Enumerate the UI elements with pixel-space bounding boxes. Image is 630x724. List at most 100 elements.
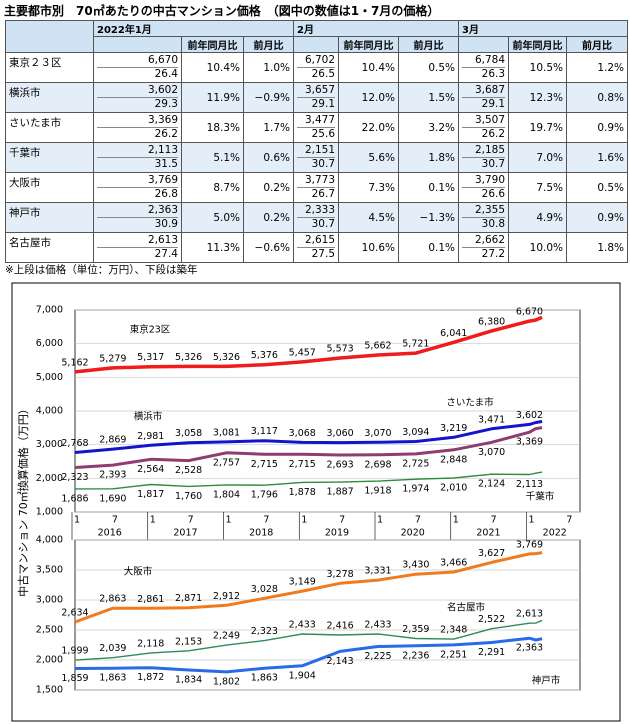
building-age: 26.3 (481, 68, 506, 80)
building-age: 26.5 (311, 68, 336, 80)
series-line (74, 551, 543, 624)
data-label: 3,219 (440, 423, 467, 434)
data-label: 5,317 (137, 352, 164, 363)
data-label: 2,039 (99, 643, 126, 654)
data-label: 1,887 (327, 487, 354, 498)
data-label: 2,433 (289, 620, 316, 631)
data-label: 1,690 (99, 493, 126, 504)
building-age: 30.7 (481, 158, 506, 170)
yoy-change: 12.3% (508, 82, 568, 113)
data-label: 2,416 (327, 621, 354, 632)
data-label: 2,124 (478, 479, 505, 490)
data-label: 1,796 (251, 490, 278, 501)
y-tick-label: 2,500 (36, 625, 63, 636)
building-age: 30.7 (311, 158, 336, 170)
mom-change: 0.9% (566, 202, 629, 233)
price: 3,507 (462, 114, 506, 128)
yoy-change: 4.5% (338, 202, 400, 233)
y-tick-label: 3,000 (36, 439, 63, 450)
city-name: 千葉市 (5, 142, 94, 173)
data-label: 1,859 (61, 673, 88, 684)
table-header: 2022年1月 2月 3月 前年同月比 前月比 前年同月比 前月比 前年同月比 前月比 (5, 20, 629, 53)
building-age: 27.5 (311, 248, 336, 260)
data-label: 3,331 (364, 566, 391, 577)
price: 3,369 (97, 114, 178, 128)
data-label: 1,863 (251, 673, 278, 684)
price-cell: 3,477 25.6 (293, 112, 340, 143)
price: 2,613 (97, 234, 178, 248)
data-label: 3,369 (516, 437, 543, 448)
data-label: 1,904 (289, 670, 316, 681)
x-tick-label: 7 (263, 515, 269, 526)
data-label: 2,433 (364, 620, 391, 631)
price-cell: 2,613 27.4 (93, 232, 182, 263)
y-axis-title: 中古マンション 70㎡換算価格（万円） (16, 403, 30, 597)
data-label: 2,564 (137, 464, 164, 475)
data-label: 2,871 (175, 593, 202, 604)
yoy-change: 8.7% (181, 172, 244, 203)
price: 3,773 (297, 174, 336, 188)
price: 2,333 (297, 204, 336, 218)
yoy-change: 7.3% (338, 172, 400, 203)
building-age: 29.1 (481, 98, 506, 110)
data-label: 5,457 (289, 347, 316, 358)
data-label: 2,757 (213, 457, 240, 468)
price-table: 2022年1月 2月 3月 前年同月比 前月比 前年同月比 前月比 前年同月比 前月比 東京２３… (5, 20, 629, 263)
mom-change: 0.2% (242, 172, 295, 203)
table-row: 神戸市 2,363 30.9 5.0% 0.2% 2,333 30.7 4.5% −1.3% 2,… (5, 202, 629, 233)
data-label: 2,863 (99, 594, 126, 605)
data-label: 1,760 (175, 491, 202, 502)
price: 6,670 (97, 54, 178, 68)
series-line (74, 636, 543, 674)
yoy-change: 12.0% (338, 82, 400, 113)
data-label: 3,602 (516, 410, 543, 421)
sub-header: 前月比 (398, 36, 460, 53)
year-label: 2022 (543, 528, 567, 539)
data-label: 3,081 (213, 427, 240, 438)
data-label: 6,670 (516, 307, 543, 318)
price: 3,790 (462, 174, 506, 188)
data-label: 5,162 (61, 357, 88, 368)
series-line (74, 619, 543, 661)
year-label: 2019 (325, 528, 349, 539)
city-name: さいたま市 (5, 112, 94, 143)
data-label: 3,769 (516, 539, 543, 550)
mom-change: 0.1% (398, 232, 460, 263)
yoy-change: 5.0% (181, 202, 244, 233)
price-cell: 2,113 31.5 (93, 142, 182, 173)
data-label: 3,149 (289, 577, 316, 588)
yoy-change: 19.7% (508, 112, 568, 143)
mom-change: −0.9% (242, 82, 295, 113)
header-cell (93, 36, 182, 53)
series-name: 名古屋市 (447, 602, 486, 614)
price: 2,662 (462, 234, 506, 248)
data-label: 2,323 (251, 626, 278, 637)
data-label: 1,974 (402, 484, 429, 495)
yoy-change: 10.0% (508, 232, 568, 263)
price-cell: 2,363 30.9 (93, 202, 182, 233)
y-tick-label: 6,000 (36, 338, 63, 349)
x-tick-label: 7 (112, 515, 118, 526)
data-label: 1,999 (61, 646, 88, 657)
year-label: 2018 (249, 528, 273, 539)
y-tick-label: 4,000 (36, 406, 63, 417)
data-label: 2,693 (327, 460, 354, 471)
data-label: 3,060 (327, 428, 354, 439)
price-cell: 3,773 26.7 (293, 172, 340, 203)
data-label: 3,627 (478, 548, 505, 559)
x-tick-label: 7 (566, 515, 572, 526)
series-name: 神戸市 (532, 675, 561, 687)
price: 3,687 (462, 84, 506, 98)
data-label: 1,918 (364, 486, 391, 497)
x-tick-label: 1 (453, 515, 459, 526)
table-note: ※上段は価格（単位：万円）、下段は築年 (5, 264, 198, 276)
price-cell: 2,662 27.2 (458, 232, 510, 263)
series-name: 横浜市 (134, 411, 163, 423)
city-name: 東京２３区 (5, 52, 94, 83)
data-label: 2,113 (516, 479, 543, 490)
building-age: 31.5 (154, 158, 178, 170)
price: 3,657 (297, 84, 336, 98)
data-label: 3,117 (251, 426, 278, 437)
mom-change: 1.7% (242, 112, 295, 143)
data-label: 2,323 (61, 472, 88, 483)
